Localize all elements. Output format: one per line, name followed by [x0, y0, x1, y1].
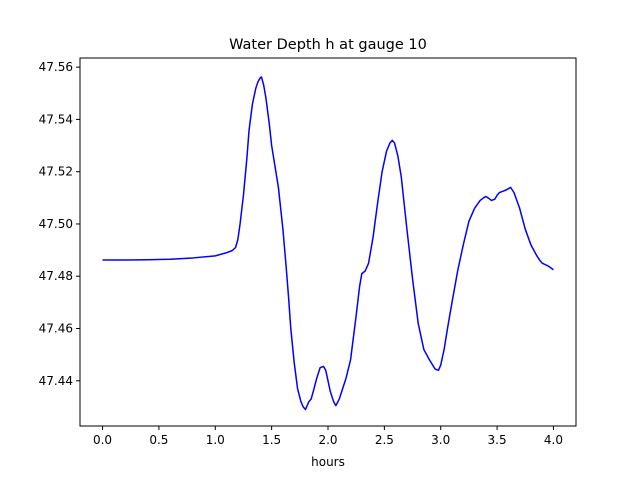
y-axis-ticks: 47.44 47.46 47.48 47.50 47.52 47.54 47.56: [39, 60, 80, 388]
x-axis-label: hours: [311, 455, 345, 469]
x-axis-ticks: 0.0 0.5 1.0 1.5 2.0 2.5 3.0 3.5 4.0: [93, 426, 563, 447]
x-tick-label: 4.0: [544, 433, 563, 447]
y-tick-label: 47.46: [39, 322, 73, 336]
y-tick-label: 47.48: [39, 269, 73, 283]
plot-area: [102, 76, 554, 411]
x-tick-label: 3.5: [488, 433, 507, 447]
x-tick-label: 2.0: [318, 433, 337, 447]
y-tick-label: 47.44: [39, 374, 73, 388]
x-tick-label: 2.5: [375, 433, 394, 447]
x-tick-label: 0.5: [149, 433, 168, 447]
y-tick-label: 47.50: [39, 217, 73, 231]
x-tick-label: 3.0: [431, 433, 450, 447]
chart-title: Water Depth h at gauge 10: [229, 37, 427, 53]
y-tick-label: 47.56: [39, 60, 73, 74]
y-tick-label: 47.54: [39, 112, 73, 126]
y-tick-label: 47.52: [39, 165, 73, 179]
axes-frame: [79, 57, 577, 427]
x-tick-label: 0.0: [93, 433, 112, 447]
x-tick-label: 1.0: [206, 433, 225, 447]
x-tick-label: 1.5: [262, 433, 281, 447]
series-line-0: [102, 76, 554, 411]
